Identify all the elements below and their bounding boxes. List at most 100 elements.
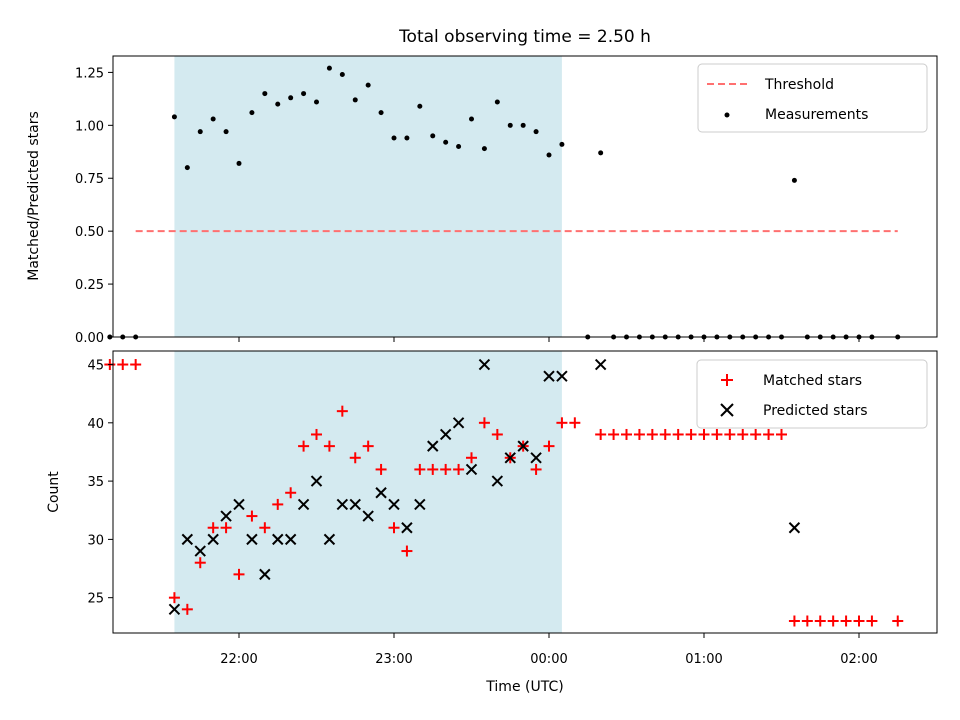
predicted-star-point — [246, 533, 258, 546]
matched-star-point — [194, 557, 206, 569]
predicted-star-point — [336, 498, 349, 511]
top-y-axis-label: Matched/Predicted stars — [26, 111, 42, 281]
matched-star-point — [311, 428, 322, 440]
measurement-point — [275, 101, 281, 107]
predicted-star-point — [375, 487, 387, 499]
matched-star-point — [633, 428, 645, 440]
predicted-star-point — [594, 358, 607, 371]
matched-star-point — [840, 615, 852, 627]
matched-star-point — [349, 452, 361, 464]
matched-star-point — [272, 498, 284, 510]
predicted-star-point — [284, 533, 297, 546]
matched-star-point — [466, 452, 477, 464]
x-tick-label: 22:00 — [220, 652, 257, 667]
measurement-point — [430, 133, 436, 139]
predicted-star-point — [388, 498, 400, 511]
top-y-tick-label: 1.25 — [75, 66, 104, 81]
predicted-star-point — [233, 498, 245, 511]
x-tick-label: 00:00 — [530, 652, 567, 667]
chart-title: Total observing time = 2.50 h — [398, 27, 651, 47]
predicted-star-point — [452, 417, 465, 429]
measurements-legend-swatch — [724, 112, 730, 118]
top-highlight-span — [174, 56, 562, 337]
measurement-point — [481, 146, 487, 152]
measurement-point — [391, 135, 397, 141]
predicted-star-point — [207, 533, 219, 546]
matched-star-point — [776, 428, 787, 440]
top-panel: 0.00 0.25 0.50 0.75 1.00 1.25 Matched/Predict… — [26, 55, 938, 346]
matched-star-point — [285, 487, 297, 499]
bottom-plot-frame — [112, 350, 938, 634]
predicted-star-point — [543, 370, 555, 382]
matched-star-point — [801, 615, 813, 627]
matched-star-point — [414, 463, 426, 475]
measurement-point — [469, 116, 474, 122]
bottom-legend: Matched stars Predicted stars — [696, 359, 928, 429]
top-y-axis: 0.00 0.25 0.50 0.75 1.00 1.25 — [75, 66, 113, 346]
matched-star-point — [853, 615, 865, 627]
matched-star-point — [621, 428, 632, 440]
predicted-star-point — [362, 510, 374, 522]
matched-star-point — [298, 440, 310, 452]
matched-star-point — [491, 428, 503, 440]
measurement-point — [210, 116, 216, 122]
matched-star-point — [698, 428, 710, 440]
bottom-y-tick-label: 35 — [87, 475, 104, 490]
bottom-y-axis: 25 30 35 40 45 — [87, 359, 113, 607]
bottom-highlight-span — [174, 351, 562, 633]
x-axis-label: Time (UTC) — [485, 679, 563, 695]
predicted-star-point — [478, 358, 491, 371]
x-tick-label: 23:00 — [375, 652, 412, 667]
predicted-star-point — [788, 522, 801, 534]
x-tick-label: 02:00 — [840, 652, 877, 667]
measurement-point — [559, 141, 565, 147]
predicted-star-point — [310, 475, 323, 487]
matched-star-point — [892, 615, 904, 627]
matched-star-point — [362, 440, 374, 452]
predicted-star-point — [297, 498, 310, 511]
matched-star-point — [569, 417, 581, 429]
predicted-star-point — [401, 522, 413, 534]
matched-star-point — [646, 428, 658, 440]
predicted-star-point — [530, 452, 542, 464]
measurement-point — [223, 129, 229, 135]
matched-star-point — [233, 568, 245, 580]
matched-star-point — [130, 359, 142, 371]
measurement-point — [184, 165, 190, 171]
measurement-point — [404, 135, 410, 141]
matched-star-point — [543, 440, 555, 452]
measurement-point — [546, 152, 552, 158]
matched-star-point — [814, 615, 826, 627]
bottom-legend-box — [696, 359, 928, 429]
top-y-tick-label: 1.00 — [75, 119, 104, 134]
matched-star-point — [181, 603, 193, 615]
measurement-point — [314, 99, 319, 105]
matched-star-point — [427, 463, 439, 475]
predicted-star-point — [504, 452, 516, 464]
bottom-y-tick-label: 30 — [87, 533, 104, 548]
measurement-point — [533, 129, 539, 135]
matched-stars-legend-label: Matched stars — [763, 373, 862, 389]
top-y-tick-label: 0.00 — [75, 331, 104, 346]
predicted-star-point — [323, 533, 336, 546]
measurement-point — [494, 99, 500, 105]
predicted-star-point — [272, 533, 284, 546]
predicted-star-point — [517, 440, 529, 452]
measurement-point — [365, 82, 371, 88]
measurement-point — [288, 95, 294, 101]
matched-star-point — [117, 359, 129, 371]
measurement-point — [249, 110, 255, 116]
predicted-star-point — [181, 533, 194, 546]
measurement-point — [791, 177, 797, 183]
matched-star-point — [750, 428, 762, 440]
predicted-star-point — [168, 603, 181, 616]
measurement-point — [417, 103, 423, 109]
measurement-point — [301, 91, 307, 97]
matched-star-point — [478, 417, 490, 429]
matched-star-point — [259, 522, 271, 534]
bottom-x-axis: 22:00 23:00 00:00 01:00 02:00 — [220, 633, 878, 667]
predicted-star-point — [439, 428, 452, 441]
matched-star-point — [168, 592, 180, 604]
top-legend: Threshold Measurements — [697, 63, 928, 133]
matched-star-point — [323, 440, 335, 452]
